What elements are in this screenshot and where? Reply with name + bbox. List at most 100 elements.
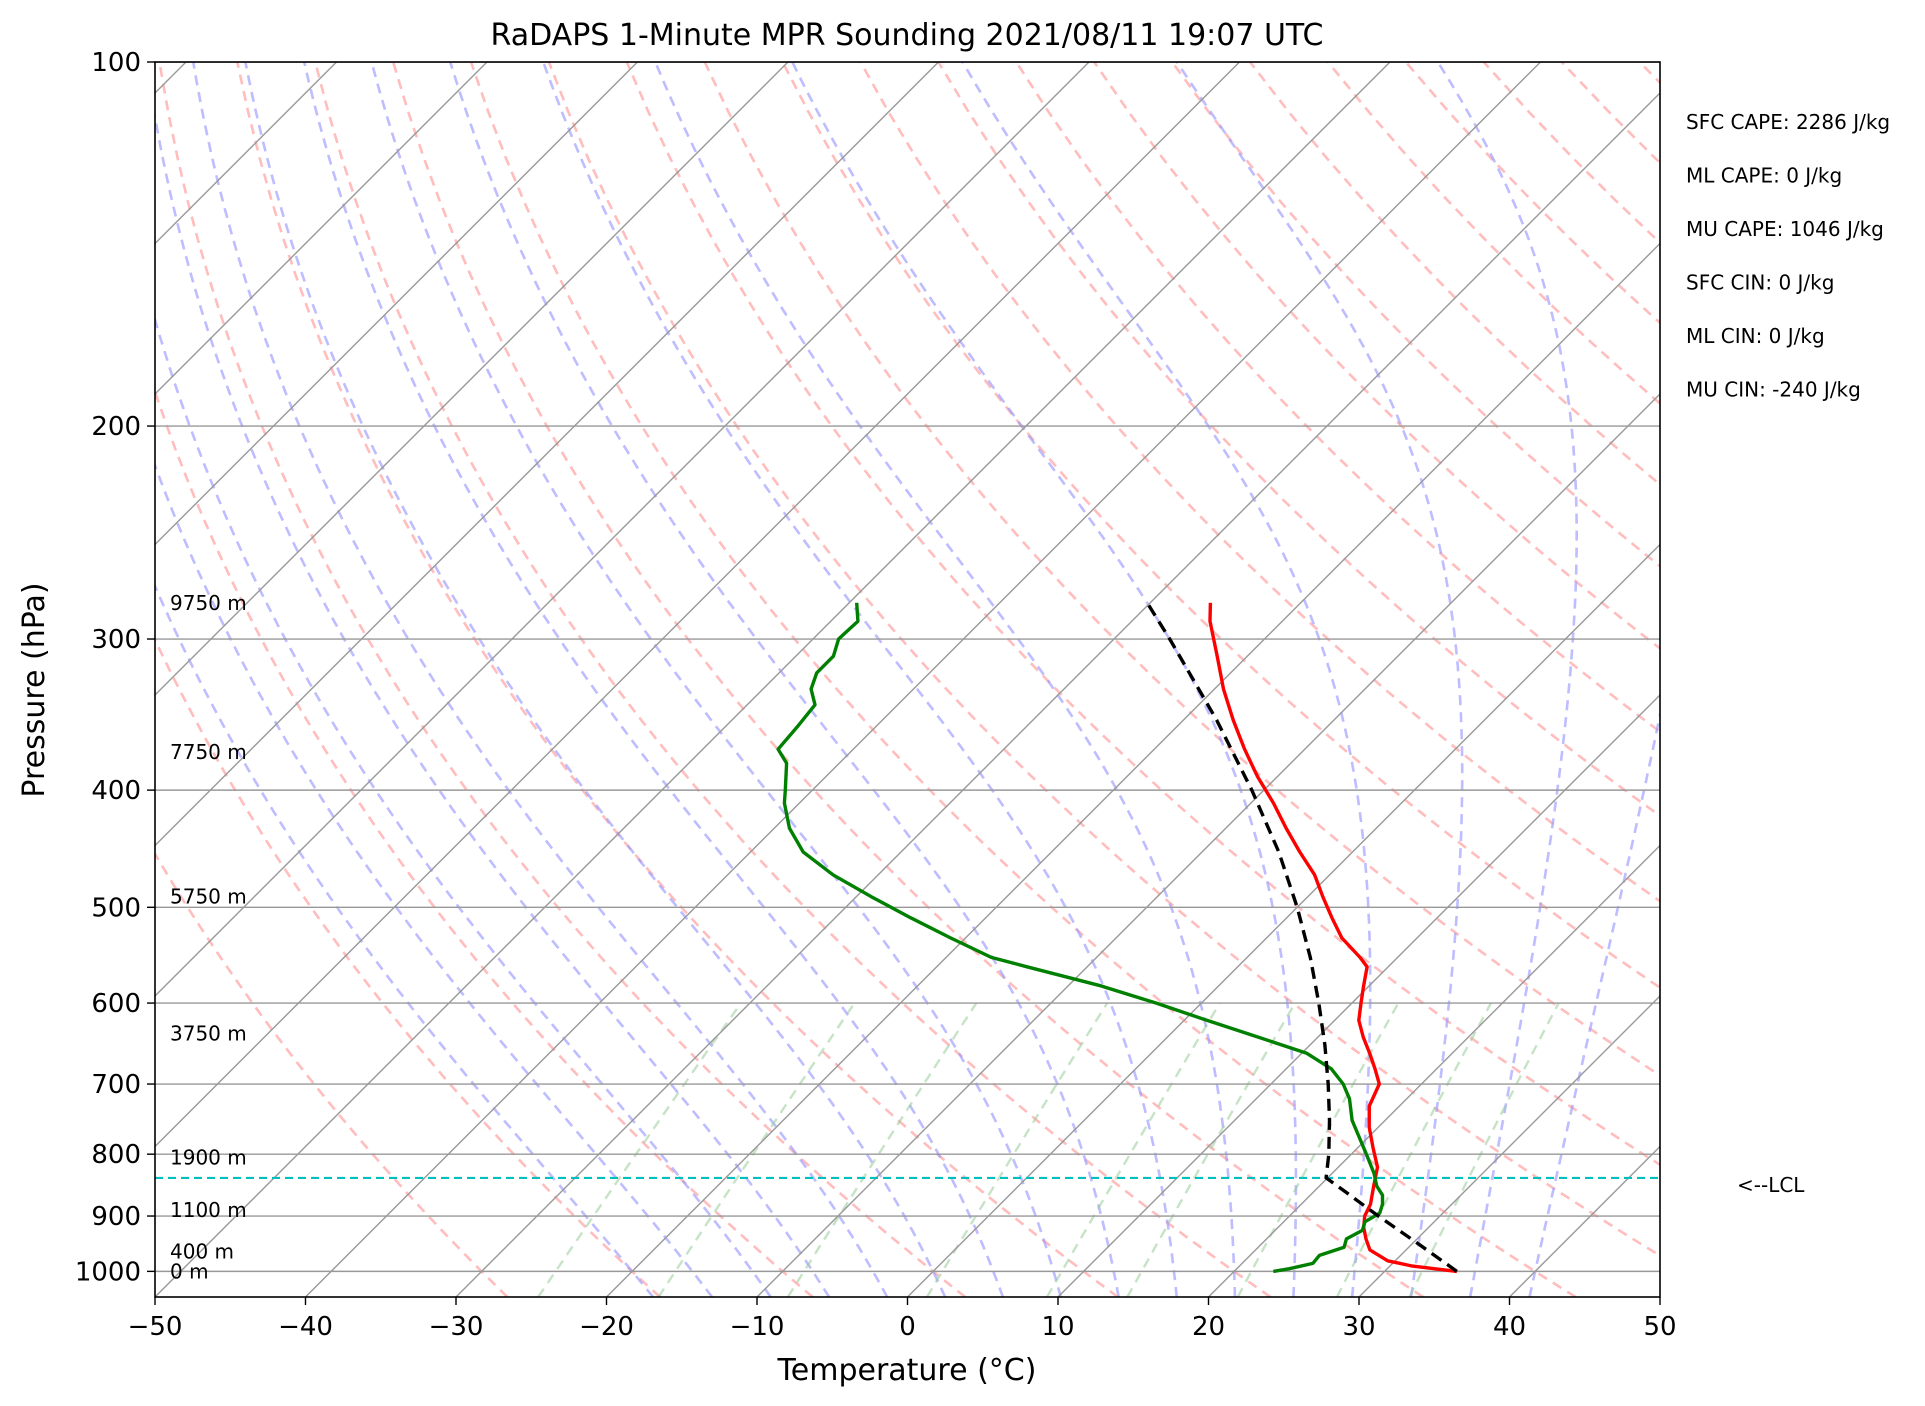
dry-adiabat <box>469 62 1577 1297</box>
height-label: 5750 m <box>170 885 247 909</box>
moist-adiabat <box>791 62 1298 1297</box>
height-label: 9750 m <box>170 591 247 615</box>
y-tick-label: 800 <box>91 1140 141 1170</box>
moist-adiabat <box>192 62 889 1297</box>
chart-title: RaDAPS 1-Minute MPR Sounding 2021/08/11 … <box>491 18 1324 53</box>
moist-adiabat <box>654 62 1237 1297</box>
isotherm <box>907 543 1660 1297</box>
x-tick-label: 50 <box>1643 1312 1676 1342</box>
isotherm <box>155 62 789 696</box>
isotherm <box>155 62 1090 997</box>
dry-adiabat <box>703 62 1660 1078</box>
y-tick-label: 600 <box>91 989 141 1019</box>
x-tick-label: −50 <box>128 1312 183 1342</box>
stability-indices: SFC CAPE: 2286 J/kg ML CAPE: 0 J/kg MU CAP… <box>1686 110 1890 402</box>
isotherm <box>155 62 638 546</box>
moist-adiabat <box>244 62 947 1297</box>
isotherm <box>155 62 939 847</box>
y-tick-label: 1000 <box>75 1257 141 1287</box>
moist-adiabat <box>1528 708 1660 1297</box>
isotherm <box>606 242 1660 1297</box>
mixing-ratio-line <box>1408 1002 1560 1297</box>
height-label: 1100 m <box>170 1198 247 1222</box>
x-axis: −50 −40 −30 −20 −10 0 10 20 30 40 50 <box>128 1297 1677 1342</box>
moist-adiabat <box>1436 62 1578 1297</box>
moist-adiabat <box>155 461 714 1297</box>
height-label: 400 m <box>170 1240 234 1264</box>
x-tick-label: 30 <box>1342 1312 1375 1342</box>
height-label: 7750 m <box>170 740 247 764</box>
stability-index: SFC CIN: 0 J/kg <box>1686 271 1834 295</box>
temperature-profile <box>1208 602 1458 1274</box>
background-lines <box>155 62 1660 1297</box>
y-axis: 100 200 300 400 500 600 700 800 900 1000 <box>75 48 155 1287</box>
mixing-ratio-line <box>786 1002 978 1297</box>
isotherm <box>155 62 1240 1148</box>
x-tick-label: −10 <box>730 1312 785 1342</box>
dry-adiabat <box>625 62 1660 1167</box>
dewpoint-profile <box>776 602 1385 1274</box>
x-axis-label: Temperature (°C) <box>777 1353 1037 1388</box>
y-tick-label: 500 <box>91 893 141 923</box>
dry-adiabat <box>547 62 1660 1258</box>
moist-adiabat <box>155 314 772 1297</box>
x-tick-label: 40 <box>1493 1312 1526 1342</box>
dry-adiabat <box>236 62 1119 1297</box>
height-labels: 9750 m 7750 m 5750 m 3750 m 1900 m 1100 m 400 … <box>170 591 247 1284</box>
x-tick-label: −30 <box>429 1312 484 1342</box>
x-tick-label: −20 <box>579 1312 634 1342</box>
moist-adiabat <box>448 62 1120 1297</box>
lcl-label: <--LCL <box>1737 1173 1805 1197</box>
dry-adiabat <box>781 62 1660 990</box>
dry-adiabat <box>155 387 814 1297</box>
x-tick-label: −40 <box>278 1312 333 1342</box>
lcl-group: <--LCL <box>155 1173 1805 1197</box>
y-tick-label: 100 <box>91 48 141 78</box>
stability-index: MU CAPE: 1046 J/kg <box>1686 217 1884 241</box>
height-label: 3750 m <box>170 1022 247 1046</box>
isotherm <box>756 393 1660 1297</box>
isotherm <box>1208 844 1660 1297</box>
moist-adiabat <box>370 62 1062 1297</box>
pressure-grid <box>155 62 1660 1273</box>
isotherm <box>1057 694 1660 1297</box>
stability-index: ML CAPE: 0 J/kg <box>1686 164 1842 188</box>
x-tick-label: 20 <box>1192 1312 1225 1342</box>
isotherm <box>455 92 1660 1297</box>
moist-adiabat <box>155 109 831 1297</box>
dry-adiabat <box>155 636 661 1297</box>
parcel-path <box>1145 601 1458 1273</box>
height-label: 0 m <box>170 1259 209 1283</box>
mixing-ratio-line <box>1236 1002 1400 1297</box>
y-tick-label: 300 <box>91 625 141 655</box>
y-tick-label: 400 <box>91 776 141 806</box>
mixing-ratio-line <box>1126 1002 1297 1297</box>
stability-index: SFC CAPE: 2286 J/kg <box>1686 110 1890 134</box>
dry-adiabat <box>391 62 1424 1297</box>
isotherm <box>155 62 488 395</box>
moist-adiabat <box>542 62 1178 1297</box>
y-tick-label: 700 <box>91 1070 141 1100</box>
height-label: 1900 m <box>170 1145 247 1169</box>
mixing-ratio-line <box>657 1002 856 1297</box>
y-axis-label: Pressure (hPa) <box>17 582 52 797</box>
dry-adiabat <box>1093 62 1660 651</box>
moist-adiabat <box>1175 62 1464 1297</box>
x-tick-label: 10 <box>1041 1312 1074 1342</box>
isotherm <box>155 62 1391 1297</box>
stability-index: ML CIN: 0 J/kg <box>1686 324 1825 348</box>
stability-index: MU CIN: -240 J/kg <box>1686 378 1861 402</box>
mixing-ratio-line <box>537 1002 742 1297</box>
y-tick-label: 900 <box>91 1202 141 1232</box>
x-tick-label: 0 <box>899 1312 916 1342</box>
isotherm <box>305 62 1541 1297</box>
dry-adiabat <box>937 62 1660 818</box>
profile-lines <box>776 601 1458 1274</box>
moist-adiabat <box>961 62 1372 1297</box>
moist-adiabat <box>155 582 655 1297</box>
isotherm <box>1358 995 1660 1297</box>
y-tick-label: 200 <box>91 412 141 442</box>
dry-adiabat <box>155 851 509 1297</box>
mixing-ratio-line <box>1335 1002 1493 1297</box>
